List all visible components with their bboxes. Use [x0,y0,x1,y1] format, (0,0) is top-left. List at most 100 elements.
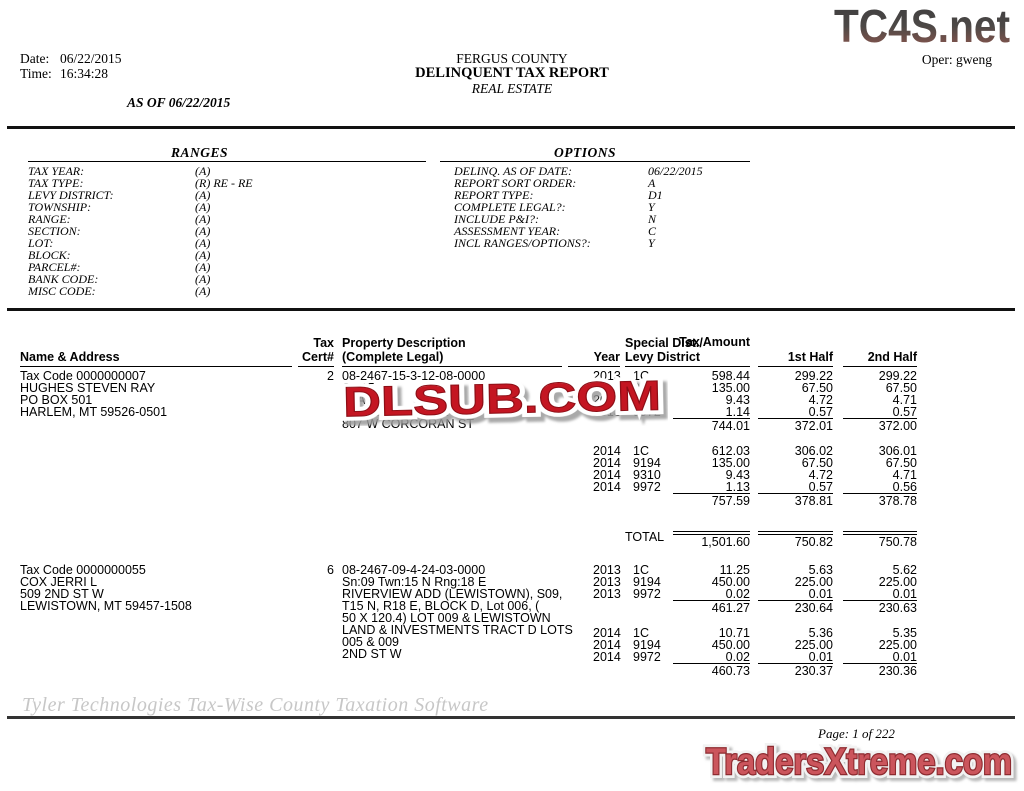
subtotal-row: 757.59 378.81 378.78 [593,493,917,507]
tax-cert-number: 6 [327,563,334,577]
financial-columns: 2013 1C 11.25 5.63 5.62 2013 9194 450.00 225.00… [593,564,917,677]
option-row-report-type: REPORT TYPE: D1 [454,188,663,202]
legal-line: 005 & 009 [342,635,399,649]
range-row-misc-code: MISC CODE: (A) [28,284,211,298]
col-header-property-description: Property Description [342,336,466,350]
delinquent-tax-table: Name & Address Tax Cert# Property Descri… [20,336,1004,677]
year-group-2014: 2014 1C 612.03 306.02 306.01 2014 9194 135.00 6… [593,445,917,507]
year-group-2013: 2013 1C 598.44 299.22 299.22 2013 9194 135.00 6… [593,370,917,432]
date-time-block: Date: 06/22/2015 Time: 16:34:28 [20,51,122,81]
tax-code-line: Tax Code 0000000055 [20,563,146,577]
col-header-tax: Tax [313,336,334,350]
options-section: OPTIONS DELINQ. AS OF DATE: 06/22/2015 RE… [440,146,750,250]
subtotal-row: 460.73 230.37 230.36 [593,663,917,677]
range-row-range: RANGE: (A) [28,212,211,226]
tc4s-watermark-text: TC4S.net [834,2,1010,50]
levy-row: 2013 9194 450.00 225.00 225.00 [593,575,917,589]
option-row-assessment-year: ASSESSMENT YEAR: C [454,224,657,238]
report-name: DELINQUENT TAX REPORT [415,65,609,81]
operator-label: Oper: gweng [921,52,992,67]
levy-row: 2014 1C 612.03 306.02 306.01 [593,444,917,458]
range-row-section: SECTION: (A) [28,224,211,238]
year-group-2013: 2013 1C 11.25 5.63 5.62 2013 9194 450.00 225.00… [593,564,917,614]
legal-line: 50 X 120.4) LOT 009 & LEWISTOWN [342,611,551,625]
levy-row: 2013 9194 135.00 67.50 67.50 [593,381,917,395]
dlsub-watermark-outline: DLSUB.COM [343,372,662,425]
tax-cert-number: 2 [327,369,334,383]
street-address: 807 W CORCORAN ST [342,417,474,431]
report-title: FERGUS COUNTY DELINQUENT TAX REPORT REAL… [0,51,1024,96]
col-header-tax-amount: Tax Amount [679,335,750,349]
levy-row: 2014 9972 1.13 0.57 0.56 [593,480,917,494]
total-2nd-half: 750.78 [843,531,917,548]
options-title: OPTIONS [440,146,750,162]
levy-row: 2013 1C 11.25 5.63 5.62 [593,563,917,577]
range-row-bank-code: BANK CODE: (A) [28,272,211,286]
option-row-sort-order: REPORT SORT ORDER: A [454,176,656,190]
legal-line: Sn:09 Twn:15 N Rng:18 E [342,575,487,589]
col-header-levy-district: Levy District [625,351,750,367]
address-line: PO BOX 501 [20,393,93,407]
col-header-complete-legal: (Complete Legal) [342,351,562,367]
levy-row: 2013 9310 9.43 4.72 4.71 [593,393,917,407]
table-header: Name & Address Tax Cert# Property Descri… [20,336,1004,370]
total-tax-amount: 1,501.60 [673,531,750,548]
city-state-zip: LEWISTOWN, MT 59457-1508 [20,599,192,613]
city-state-zip: HARLEM, MT 59526-0501 [20,405,168,419]
tax-record-block-0000000055: Tax Code 0000000055 COX JERRI L 509 2ND … [20,564,1004,677]
address-line: 509 2ND ST W [20,587,104,601]
parcel-id: 08-2467-09-4-24-03-0000 [342,563,486,577]
tradersxtreme-watermark: TradersXtreme.com TradersXtreme.com [702,738,1016,786]
date-value: 06/22/2015 [60,51,122,66]
legal-line: Sn:15 [342,381,375,395]
tradersxtreme-watermark-front: TradersXtreme.com [706,741,1012,782]
tc4s-watermark-logo: TC4S.net [834,2,1010,50]
col-header-2nd-half: 2nd Half [843,351,917,367]
parcel-id: 08-2467-15-3-12-08-0000 [342,369,486,383]
total-label: TOTAL [625,530,665,544]
col-header-special-dist: Special Dist./ [625,336,703,350]
software-credit: Tyler Technologies Tax-Wise County Taxat… [22,694,489,716]
levy-row: 2013 9972 0.02 0.01 0.01 [593,587,917,601]
taxpayer-name: HUGHES STEVEN RAY [20,381,156,395]
report-subtype: REAL ESTATE [471,81,553,96]
range-row-tax-type: TAX TYPE: (R) RE - RE [28,176,253,190]
col-header-cert: Cert# [298,351,334,367]
dlsub-watermark: DLSUB.COM DLSUB.COM [338,372,666,426]
options-divider-line [7,308,1015,311]
range-row-levy-district: LEVY DISTRICT: (A) [28,188,211,202]
option-row-incl-ranges: INCL RANGES/OPTIONS?: Y [454,236,655,250]
taxpayer-name: COX JERRI L [20,575,98,589]
county-name: FERGUS COUNTY [456,51,568,66]
levy-row: 2014 1C 10.71 5.36 5.35 [593,626,917,640]
street-address: 2ND ST W [342,647,402,661]
legal-line: RIVERVIEW ADD (LEWISTOWN), S09, [342,587,563,601]
legal-line: STAF [342,393,374,407]
range-row-tax-year: TAX YEAR: (A) [28,164,211,178]
subtotal-row: 744.01 372.01 372.00 [593,418,917,432]
range-row-block: BLOCK: (A) [28,248,211,262]
ranges-section: RANGES TAX YEAR: (A) TAX TYPE: (R) RE - RE… [28,146,426,298]
time-label: Time: [20,66,52,81]
property-description: 08-2467-15-3-12-08-0000 Sn:15 STAF E, BL… [334,369,593,431]
levy-row: 2014 9972 0.02 0.01 0.01 [593,650,917,664]
taxpayer-name-address: Tax Code 0000000007 HUGHES STEVEN RAY PO… [20,370,300,419]
header-divider-line [7,126,1015,129]
ranges-title: RANGES [28,146,426,162]
col-header-name-address: Name & Address [20,351,292,367]
total-1st-half: 750.82 [758,531,833,548]
levy-row: 2013 9972 1.14 0.57 0.57 [593,405,917,419]
tradersxtreme-watermark-back: TradersXtreme.com [706,741,1012,782]
legal-line: E, BLOCK 005, Lot 002 [342,405,473,419]
option-row-include-pi: INCLUDE P&I?: N [454,212,657,226]
footer-divider-line [7,716,1015,719]
tax-record-block-0000000007: Tax Code 0000000007 HUGHES STEVEN RAY PO… [20,370,1004,548]
page-number: Page: 1 of 222 [818,726,895,741]
time-value: 16:34:28 [60,66,109,81]
range-row-township: TOWNSHIP: (A) [28,200,211,214]
levy-row: 2014 9194 135.00 67.50 67.50 [593,456,917,470]
taxpayer-name-address: Tax Code 0000000055 COX JERRI L 509 2ND … [20,563,300,613]
levy-row: 2013 1C 598.44 299.22 299.22 [593,369,917,383]
legal-line: LAND & INVESTMENTS TRACT D LOTS [342,623,573,637]
